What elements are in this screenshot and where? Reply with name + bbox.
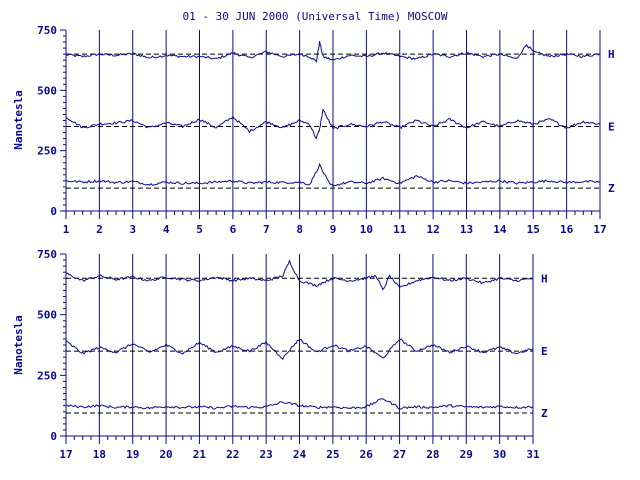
x-tick-label: 26: [360, 448, 374, 461]
y-tick-label: 250: [37, 369, 57, 382]
x-tick-label: 6: [230, 223, 237, 236]
series-label-E: E: [541, 345, 548, 358]
series-label-H: H: [541, 272, 548, 285]
x-tick-label: 12: [427, 223, 440, 236]
series-H-line: [65, 41, 601, 63]
x-tick-label: 2: [96, 223, 103, 236]
x-tick-label: 22: [226, 448, 239, 461]
series-Z-line: [65, 162, 601, 188]
x-tick-label: 31: [526, 448, 540, 461]
series-E-line: [65, 338, 534, 360]
x-tick-label: 11: [393, 223, 407, 236]
y-tick-label: 750: [37, 248, 57, 261]
y-tick-label: 500: [37, 84, 57, 97]
x-tick-label: 8: [296, 223, 303, 236]
x-tick-label: 7: [263, 223, 270, 236]
y-tick-label: 750: [37, 24, 57, 37]
x-tick-label: 24: [293, 448, 307, 461]
y-tick-label: 0: [50, 205, 57, 218]
x-tick-label: 30: [493, 448, 506, 461]
x-tick-label: 1: [63, 223, 70, 236]
series-label-H: H: [608, 48, 615, 61]
x-tick-label: 14: [493, 223, 507, 236]
x-tick-label: 17: [59, 448, 72, 461]
y-tick-label: 250: [37, 145, 57, 158]
x-tick-label: 4: [163, 223, 170, 236]
series-E-line: [65, 108, 601, 140]
x-tick-label: 18: [93, 448, 106, 461]
x-tick-label: 5: [196, 223, 203, 236]
x-tick-label: 20: [159, 448, 172, 461]
x-tick-label: 15: [527, 223, 540, 236]
x-tick-label: 29: [460, 448, 473, 461]
series-label-Z: Z: [541, 407, 548, 420]
x-tick-label: 28: [426, 448, 439, 461]
y-axis-label: Nanotesla: [12, 315, 25, 375]
x-tick-label: 3: [129, 223, 136, 236]
x-tick-label: 19: [126, 448, 139, 461]
series-label-Z: Z: [608, 182, 615, 195]
x-tick-label: 13: [460, 223, 473, 236]
x-tick-label: 21: [193, 448, 207, 461]
series-Z-line: [65, 398, 534, 410]
panel-2: 0 250 500 750 17 18 19 20 21 22 23 24 25 26 27 28 29 30 31…: [12, 248, 548, 461]
x-tick-label: 10: [360, 223, 373, 236]
chart-title: 01 - 30 JUN 2000 (Universal Time) MOSCOW: [183, 10, 448, 23]
x-tick-label: 25: [326, 448, 339, 461]
x-tick-label: 16: [560, 223, 574, 236]
y-tick-label: 0: [50, 430, 57, 443]
x-tick-label: 17: [593, 223, 606, 236]
series-H-line: [65, 258, 534, 291]
x-tick-label: 27: [393, 448, 406, 461]
series-label-E: E: [608, 121, 615, 134]
y-tick-label: 500: [37, 309, 57, 322]
x-tick-label: 23: [260, 448, 273, 461]
x-tick-label: 9: [330, 223, 337, 236]
y-axis-label: Nanotesla: [12, 90, 25, 150]
